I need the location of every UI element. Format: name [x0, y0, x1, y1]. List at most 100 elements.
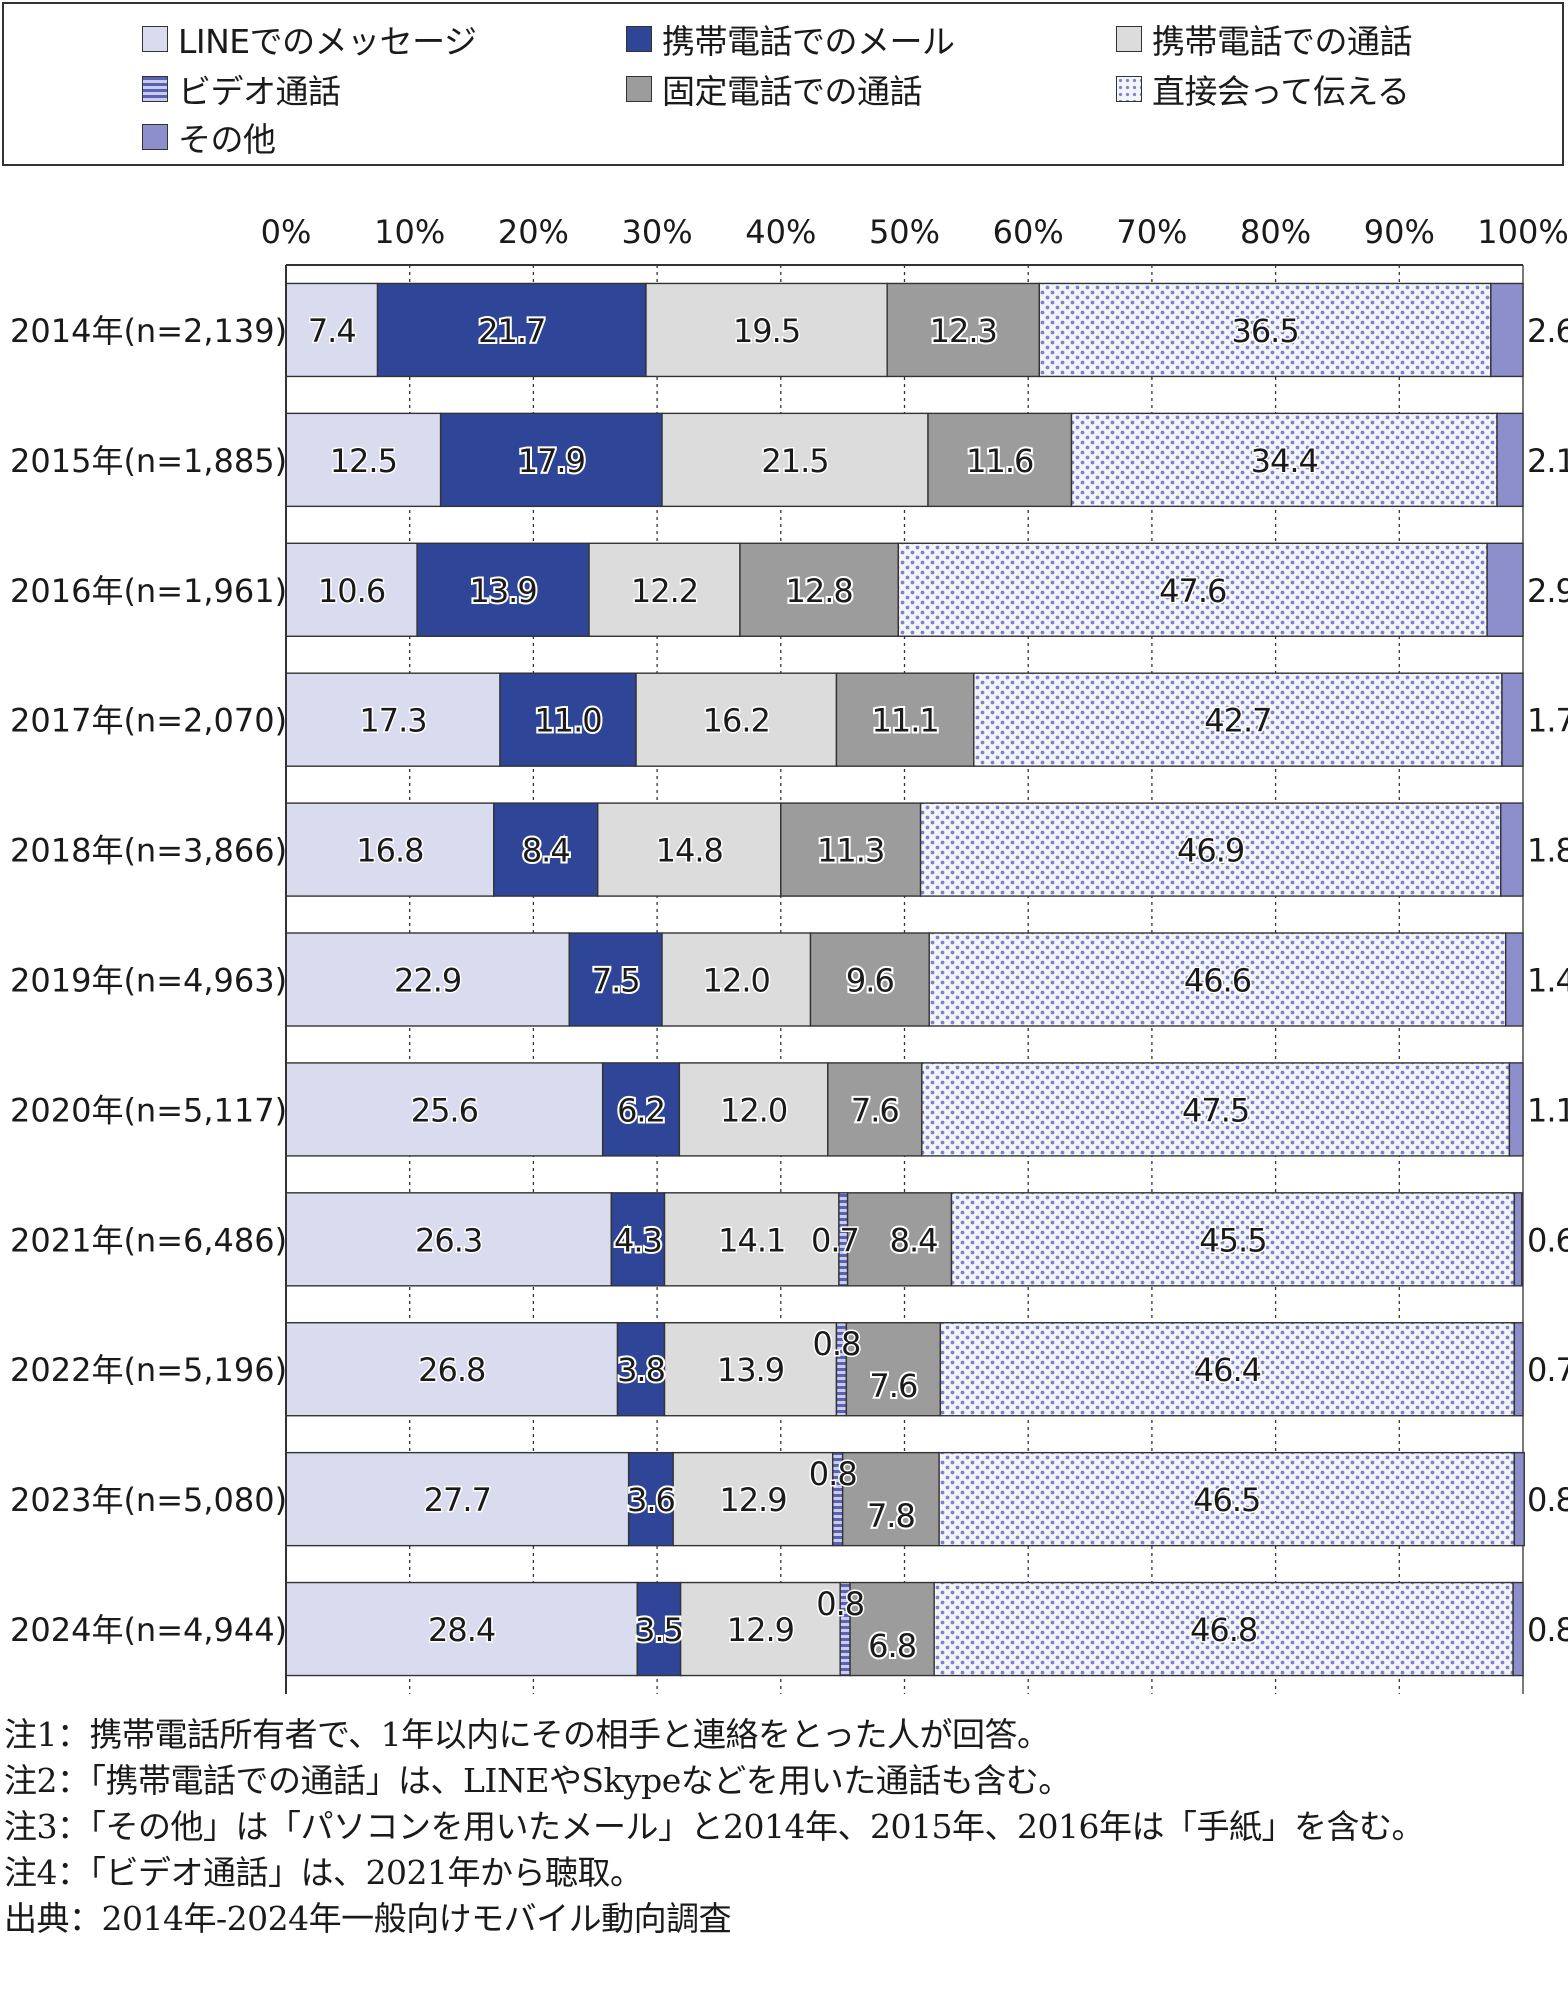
bar-segment-face-to-face — [919, 802, 1502, 897]
x-tick-label: 20% — [498, 213, 569, 251]
bar-segment-mobile-call — [679, 1581, 841, 1677]
category-label: 2019年(n=4,963) — [10, 962, 287, 1000]
bar-segment-landline-call — [809, 932, 930, 1027]
legend-label: ビデオ通話 — [178, 72, 341, 111]
bar-segment-other — [1500, 802, 1524, 897]
data-label: 7.6 — [851, 1091, 899, 1129]
data-label: 3.6 — [627, 1481, 675, 1519]
legend-item-video-call: ビデオ通話 — [142, 72, 341, 111]
bar-segment-mobile-call — [672, 1451, 834, 1547]
legend-swatch-icon — [142, 26, 168, 52]
bar-segment-mobile-call — [661, 412, 929, 508]
data-label: 11.0 — [534, 702, 601, 740]
x-tick-label: 70% — [1116, 213, 1187, 251]
bar-segment-face-to-face — [939, 1322, 1516, 1417]
x-tick-label: 50% — [869, 213, 940, 251]
x-tick-label: 40% — [745, 213, 816, 251]
data-label: 1.4 — [1527, 962, 1568, 1000]
data-label: 28.4 — [428, 1611, 495, 1649]
data-label: 6.8 — [868, 1627, 916, 1665]
data-label: 46.9 — [1177, 832, 1244, 870]
data-label: 26.8 — [418, 1351, 485, 1389]
footnote: 注2：「携帯電話での通話」は、LINEやSkypeなどを用いた通話も含む。 — [4, 1761, 1071, 1800]
legend-label: LINEでのメッセージ — [178, 22, 477, 61]
bar-segment-face-to-face — [928, 932, 1507, 1027]
data-label: 4.3 — [614, 1221, 662, 1259]
data-label: 12.5 — [330, 442, 397, 480]
bar-segment-landline-call — [846, 1192, 953, 1287]
data-label: 11.1 — [871, 702, 938, 740]
bar-segment-face-to-face — [1070, 412, 1498, 508]
bar-segment-landline-call — [886, 282, 1041, 378]
x-tick-label: 80% — [1240, 213, 1311, 251]
bar-segment-face-to-face — [938, 1451, 1516, 1547]
data-label: 0.8 — [816, 1585, 864, 1623]
bar-segment-face-to-face — [933, 1581, 1514, 1677]
bar-segment-landline-call — [835, 672, 975, 767]
bar-segment-line-msg — [285, 1451, 630, 1547]
data-label: 2.6 — [1527, 312, 1568, 350]
bar-segment-landline-call — [849, 1581, 935, 1677]
bar-segment-other — [1486, 542, 1524, 637]
bar-segment-mobile-call — [663, 1322, 838, 1417]
category-label: 2024年(n=4,944) — [10, 1611, 287, 1649]
data-label: 11.3 — [817, 832, 884, 870]
x-tick-label: 90% — [1364, 213, 1435, 251]
bar-segment-other — [1504, 932, 1524, 1027]
bar-segment-other — [1513, 1451, 1525, 1547]
category-label: 2023年(n=5,080) — [10, 1481, 287, 1519]
data-label: 12.9 — [719, 1481, 786, 1519]
data-label: 3.5 — [635, 1611, 683, 1649]
data-label: 26.3 — [415, 1221, 482, 1259]
bar-segment-landline-call — [927, 412, 1073, 508]
data-label: 7.5 — [592, 962, 640, 1000]
data-label: 0.7 — [811, 1221, 859, 1259]
x-tick-label: 30% — [622, 213, 693, 251]
data-label: 22.9 — [394, 962, 461, 1000]
data-label: 17.9 — [518, 442, 585, 480]
data-label: 46.4 — [1194, 1351, 1261, 1389]
category-label: 2021年(n=6,486) — [10, 1221, 287, 1259]
bar-segment-face-to-face — [950, 1192, 1516, 1287]
data-label: 12.8 — [786, 572, 853, 610]
bar-segment-mobile-call — [635, 672, 838, 767]
x-tick-label: 60% — [993, 213, 1064, 251]
data-label: 7.6 — [869, 1367, 917, 1405]
category-label: 2016年(n=1,961) — [10, 572, 287, 610]
bar-segment-line-msg — [285, 1062, 604, 1157]
bar-segment-line-msg — [285, 282, 379, 378]
data-label: 0.8 — [1527, 1481, 1568, 1519]
bar-segment-face-to-face — [973, 672, 1503, 767]
x-tick-label: 10% — [374, 213, 445, 251]
data-label: 0.8 — [1527, 1611, 1568, 1649]
data-label: 16.2 — [703, 702, 770, 740]
footnote: 注3：「その他」は「パソコンを用いたメール」と2014年、2015年、2016年… — [4, 1807, 1424, 1846]
legend-swatch-icon — [1116, 76, 1142, 102]
data-label: 0.7 — [1527, 1351, 1568, 1389]
bar-segment-mobile-mail — [601, 1062, 681, 1157]
bar-segment-other — [1490, 282, 1524, 378]
data-label: 1.7 — [1527, 702, 1568, 740]
bar-segment-line-msg — [285, 1581, 639, 1677]
bar-segment-mobile-call — [661, 932, 812, 1027]
bar-segment-mobile-call — [645, 282, 888, 378]
legend-item-mobile-mail: 携帯電話でのメール — [626, 22, 955, 61]
x-tick-label: 0% — [261, 213, 312, 251]
data-label: 14.1 — [718, 1221, 785, 1259]
bar-segment-mobile-call — [678, 1062, 829, 1157]
source-note: 出典：2014年-2024年一般向けモバイル動向調査 — [4, 1899, 732, 1938]
data-label: 8.4 — [890, 1221, 938, 1259]
data-label: 8.4 — [522, 832, 570, 870]
data-label: 12.9 — [727, 1611, 794, 1649]
bar-segment-line-msg — [285, 932, 570, 1027]
data-label: 34.4 — [1251, 442, 1318, 480]
bar-segment-face-to-face — [1038, 282, 1492, 378]
legend-label: その他 — [178, 120, 276, 159]
legend-label: 固定電話での通話 — [662, 72, 923, 111]
legend-label: 携帯電話でのメール — [662, 22, 955, 61]
bar-segment-mobile-mail — [416, 542, 590, 637]
legend-swatch-icon — [626, 26, 652, 52]
bar-segment-mobile-mail — [439, 412, 663, 508]
bar-segment-other — [1496, 412, 1524, 508]
bar-segment-mobile-mail — [499, 672, 637, 767]
